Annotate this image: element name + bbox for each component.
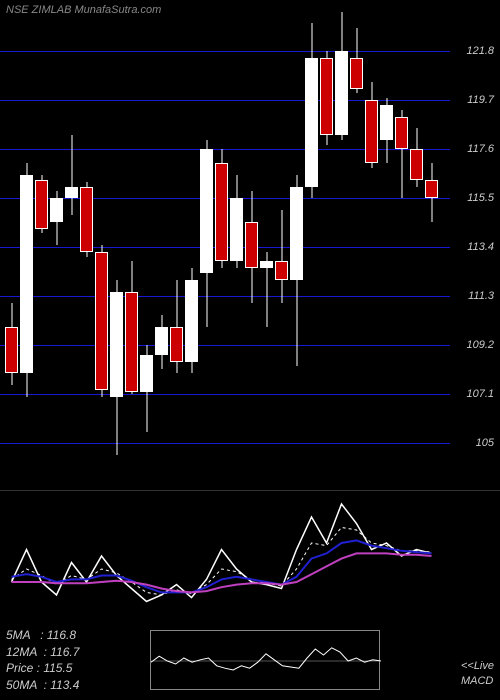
candle [290, 0, 303, 490]
candle-body [170, 327, 183, 362]
candle-body [425, 180, 438, 199]
candle [95, 0, 108, 490]
candle [275, 0, 288, 490]
candle [305, 0, 318, 490]
info-line: 12MA : 116.7 [6, 644, 79, 661]
candle-body [215, 163, 228, 261]
exchange-symbol: NSE ZIMLAB [6, 4, 71, 16]
candle-body [185, 280, 198, 362]
indicator-line-ma2 [12, 553, 432, 592]
candle-body [380, 105, 393, 140]
chart-title: NSE ZIMLAB MunafaSutra.com [6, 4, 161, 16]
candle-body [5, 327, 18, 374]
candle-body [305, 58, 318, 186]
candle [155, 0, 168, 490]
candle [260, 0, 273, 490]
candle-wick [71, 135, 72, 214]
candle-body [125, 292, 138, 392]
candle-body [410, 149, 423, 179]
candle-body [230, 198, 243, 261]
candle [395, 0, 408, 490]
candle [200, 0, 213, 490]
info-line: 5MA : 116.8 [6, 627, 79, 644]
candle [230, 0, 243, 490]
y-axis-label: 111.3 [468, 290, 494, 302]
y-axis-label: 117.6 [467, 143, 494, 155]
macd-text: MACD [461, 674, 494, 688]
candle-body [200, 149, 213, 273]
candle [5, 0, 18, 490]
candle-body [110, 292, 123, 397]
candle [425, 0, 438, 490]
y-axis-label: 121.8 [466, 45, 494, 57]
candle [80, 0, 93, 490]
candle-body [335, 51, 348, 135]
candle-body [320, 58, 333, 135]
y-axis-label: 115.5 [467, 192, 494, 204]
source-label: MunafaSutra.com [74, 4, 161, 16]
candle [35, 0, 48, 490]
indicator-svg [0, 491, 500, 621]
info-line: 50MA : 113.4 [6, 677, 79, 694]
y-axis-label: 109.2 [466, 339, 494, 351]
candle [185, 0, 198, 490]
candle-body [65, 187, 78, 199]
candle-body [35, 180, 48, 229]
candle-body [275, 261, 288, 280]
candle [215, 0, 228, 490]
indicator-line-signal [12, 527, 432, 595]
candle-body [50, 198, 63, 221]
candle [140, 0, 153, 490]
inset-svg [151, 631, 381, 691]
candle [110, 0, 123, 490]
candle-body [245, 222, 258, 269]
candle [320, 0, 333, 490]
candle-body [350, 58, 363, 88]
candle [410, 0, 423, 490]
candle [50, 0, 63, 490]
candle [65, 0, 78, 490]
candle-body [20, 175, 33, 373]
macd-label: <<Live MACD [461, 659, 494, 688]
y-axis-label: 107.1 [466, 388, 494, 400]
candle [125, 0, 138, 490]
candle [365, 0, 378, 490]
candle-body [140, 355, 153, 392]
inset-macd-chart [150, 630, 380, 690]
y-axis-label: 105 [476, 437, 494, 449]
live-label: <<Live [461, 659, 494, 673]
stock-chart-container: NSE ZIMLAB MunafaSutra.com 105 107.1 109.2… [0, 0, 500, 700]
candle [380, 0, 393, 490]
info-line: Price : 115.5 [6, 660, 79, 677]
candle-wick [281, 210, 282, 303]
candle-body [260, 261, 273, 268]
candlestick-chart[interactable]: 105 107.1 109.2 111.3 113.4 115.5 117.6 119.7 12… [0, 0, 500, 490]
candle-body [365, 100, 378, 163]
indicator-chart[interactable] [0, 490, 500, 620]
candle [350, 0, 363, 490]
candle [245, 0, 258, 490]
inset-line [151, 648, 381, 670]
y-axis-label: 113.4 [467, 241, 494, 253]
ma-info-box: 5MA : 116.812MA : 116.7Price : 115.550MA… [6, 627, 79, 694]
candle [20, 0, 33, 490]
candle [335, 0, 348, 490]
candle-body [80, 187, 93, 252]
y-axis-label: 119.7 [467, 94, 494, 106]
candle-body [290, 187, 303, 280]
candle [170, 0, 183, 490]
candle-body [155, 327, 168, 355]
candle-body [395, 117, 408, 150]
candle-body [95, 252, 108, 390]
